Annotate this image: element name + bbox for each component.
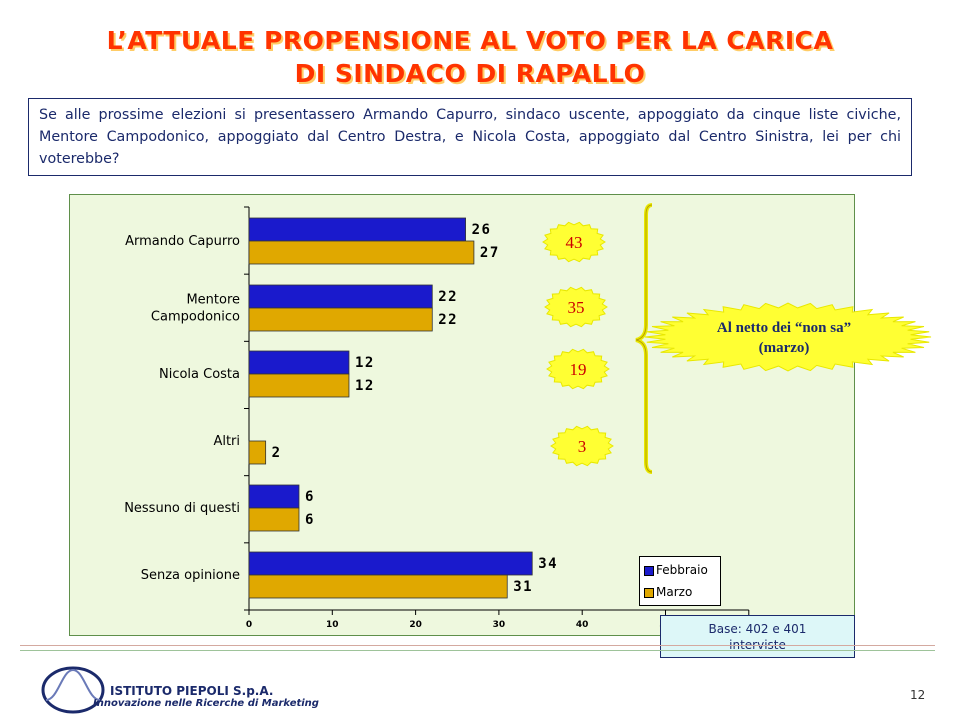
chart-legend: Febbraio Marzo — [639, 556, 721, 606]
bar-febbraio — [248, 284, 433, 309]
data-label-febbraio: 22 — [438, 289, 458, 305]
net-bubble — [546, 348, 610, 390]
data-label-febbraio: 6 — [305, 489, 315, 505]
x-tick-label: 10 — [326, 620, 339, 630]
base-note: Base: 402 e 401 interviste — [660, 615, 855, 658]
page-number: 12 — [910, 688, 926, 702]
bar-marzo — [248, 240, 475, 265]
net-value-label: 35 — [568, 298, 585, 317]
bar-marzo — [248, 507, 300, 532]
x-tick-label: 20 — [409, 620, 422, 630]
legend-item-marzo: Marzo — [644, 584, 692, 600]
category-label: Altri — [213, 434, 240, 449]
bar-marzo — [248, 440, 267, 465]
brace-shape — [635, 203, 653, 474]
footer-divider-bottom — [20, 650, 935, 651]
net-value-label: 19 — [570, 360, 587, 379]
data-label-marzo: 22 — [438, 312, 458, 328]
net-value-label: 3 — [578, 437, 587, 456]
net-callout-bubble — [644, 302, 932, 372]
bar-marzo — [248, 574, 508, 599]
x-tick-label: 40 — [576, 620, 589, 630]
legend-swatch-marzo — [644, 587, 654, 598]
data-label-marzo: 31 — [513, 579, 533, 595]
net-value-label: 43 — [566, 233, 583, 252]
bar-febbraio — [248, 350, 350, 375]
data-label-marzo: 2 — [272, 445, 282, 461]
data-label-marzo: 6 — [305, 512, 315, 528]
data-label-febbraio: 26 — [472, 222, 492, 238]
legend-label-febbraio: Febbraio — [656, 563, 708, 577]
piepoli-logo-icon — [41, 666, 105, 714]
page-title-line2: DI SINDACO DI RAPALLO — [294, 59, 646, 88]
net-bubble — [544, 286, 608, 328]
x-tick-label: 30 — [493, 620, 506, 630]
company-name: ISTITUTO PIEPOLI S.p.A. — [110, 684, 274, 698]
data-label-febbraio: 12 — [355, 355, 375, 371]
bar-marzo — [248, 373, 350, 398]
net-bubble — [542, 221, 606, 263]
category-label: Nessuno di questi — [124, 501, 240, 516]
brace-outline — [635, 204, 653, 473]
bar-febbraio — [248, 484, 300, 509]
legend-label-marzo: Marzo — [656, 585, 693, 599]
bar-febbraio — [248, 551, 533, 576]
data-label-marzo: 12 — [355, 378, 375, 394]
category-label: Armando Capurro — [125, 234, 240, 249]
data-label-marzo: 27 — [480, 245, 500, 261]
x-tick-label: 0 — [246, 620, 252, 630]
net-bubble — [550, 425, 614, 467]
page-title-line1: L’ATTUALE PROPENSIONE AL VOTO PER LA CAR… — [106, 26, 834, 55]
category-label: Senza opinione — [141, 568, 240, 583]
category-label: Campodonico — [151, 310, 240, 325]
net-callout-label: Al netto dei “non sa” — [717, 320, 851, 336]
legend-swatch-febbraio — [644, 565, 654, 576]
category-label: Mentore — [186, 293, 240, 308]
bar-marzo — [248, 307, 433, 332]
legend-item-febbraio: Febbraio — [644, 562, 708, 578]
category-label: Nicola Costa — [159, 367, 240, 382]
bar-febbraio — [248, 217, 466, 242]
net-callout-label: (marzo) — [759, 340, 810, 356]
base-note-line1: Base: 402 e 401 — [708, 622, 807, 636]
question-box: Se alle prossime elezioni si presentasse… — [28, 98, 912, 176]
footer-divider-top — [20, 645, 935, 646]
data-label-febbraio: 34 — [538, 556, 558, 572]
company-tagline: Innovazione nelle Ricerche di Marketing — [93, 698, 319, 709]
